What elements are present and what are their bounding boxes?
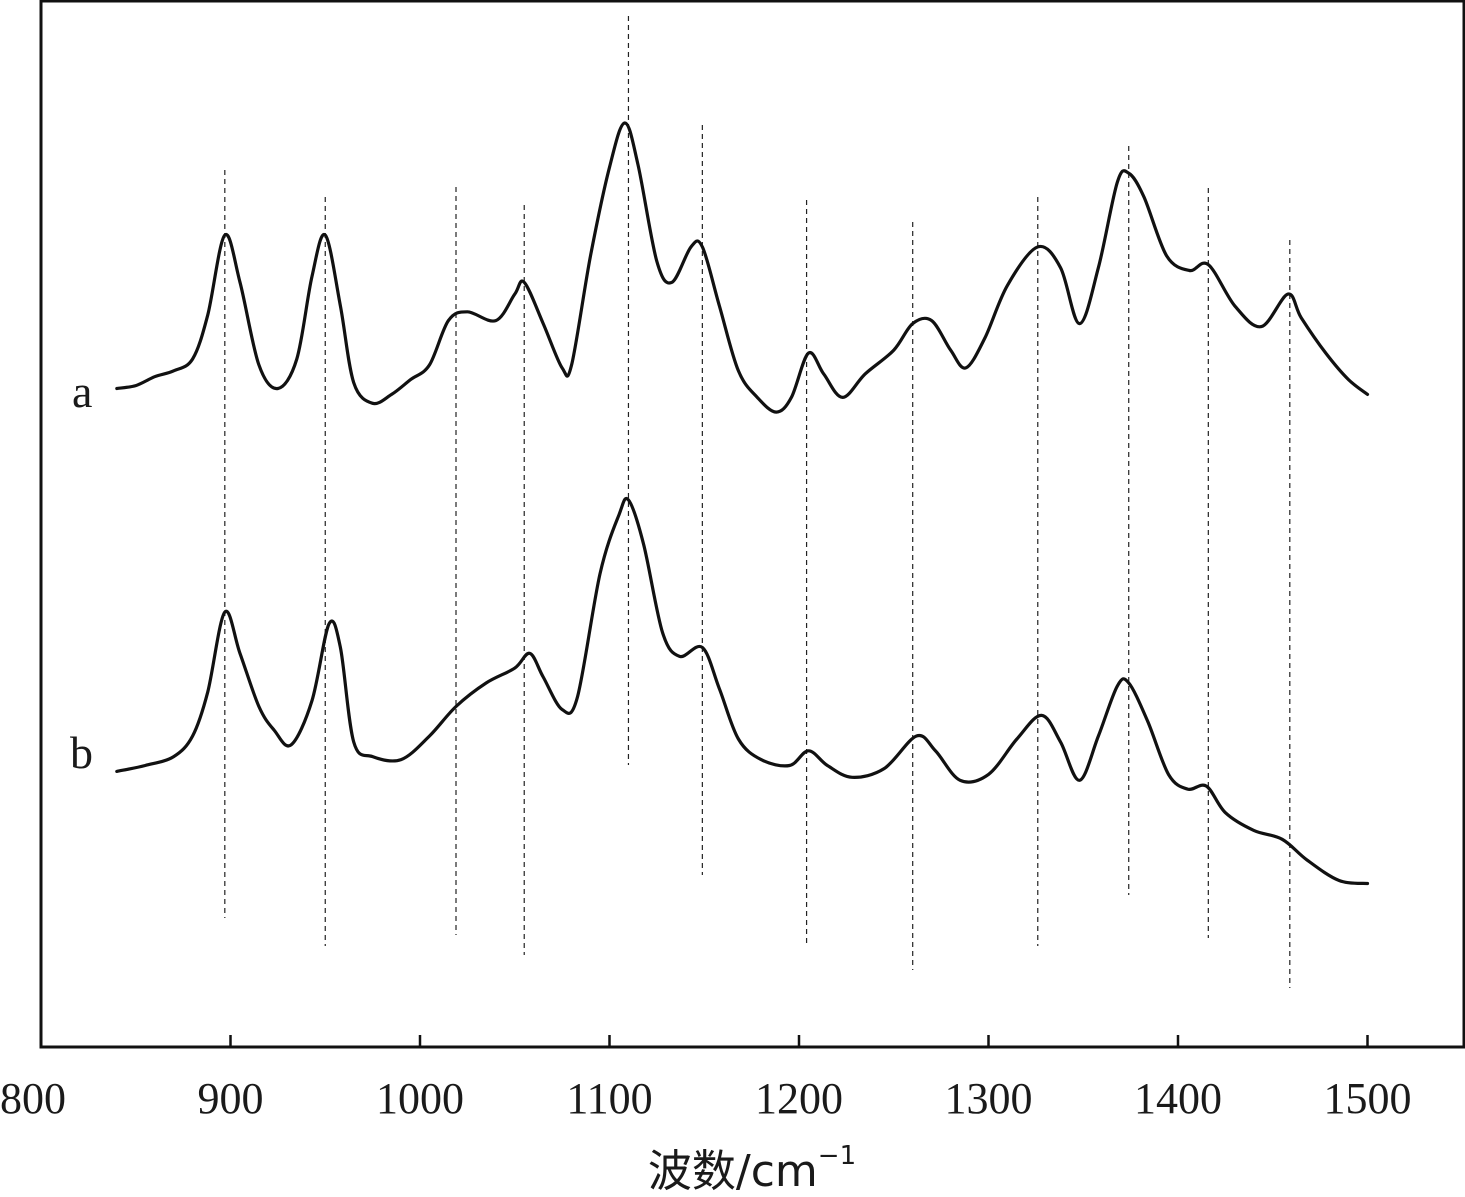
x-axis-label-superscript: −1 xyxy=(818,1141,856,1171)
series-line-a xyxy=(115,121,1370,414)
x-tick-label-800: 800 xyxy=(0,1074,66,1123)
series-label-a: a xyxy=(72,366,92,417)
series-labels: ab xyxy=(70,366,93,778)
x-tick-label-900: 900 xyxy=(198,1074,264,1123)
x-tick-label-1500: 1500 xyxy=(1324,1074,1412,1123)
series-line-b xyxy=(115,496,1370,886)
x-tick-label-1100: 1100 xyxy=(566,1074,652,1123)
x-tick-label-1200: 1200 xyxy=(755,1074,843,1123)
x-tick-label-1300: 1300 xyxy=(945,1074,1033,1123)
series-layer xyxy=(115,121,1370,886)
series-label-b: b xyxy=(70,727,93,778)
x-tick-label-1400: 1400 xyxy=(1134,1074,1222,1123)
x-axis-label: 波数/cm−1 xyxy=(648,1141,856,1197)
reference-lines xyxy=(224,16,1291,988)
x-tick-label-1000: 1000 xyxy=(376,1074,464,1123)
x-axis-ticks: 800 900 1000 1100 1200 1300 1400 1500 xyxy=(0,1035,1412,1123)
x-axis-label-text: 波数/cm xyxy=(648,1146,818,1197)
plot-frame xyxy=(39,0,1465,1049)
